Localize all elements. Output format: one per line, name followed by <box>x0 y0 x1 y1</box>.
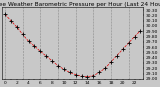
Title: Milwaukee Weather Barometric Pressure per Hour (Last 24 Hours): Milwaukee Weather Barometric Pressure pe… <box>0 2 160 7</box>
